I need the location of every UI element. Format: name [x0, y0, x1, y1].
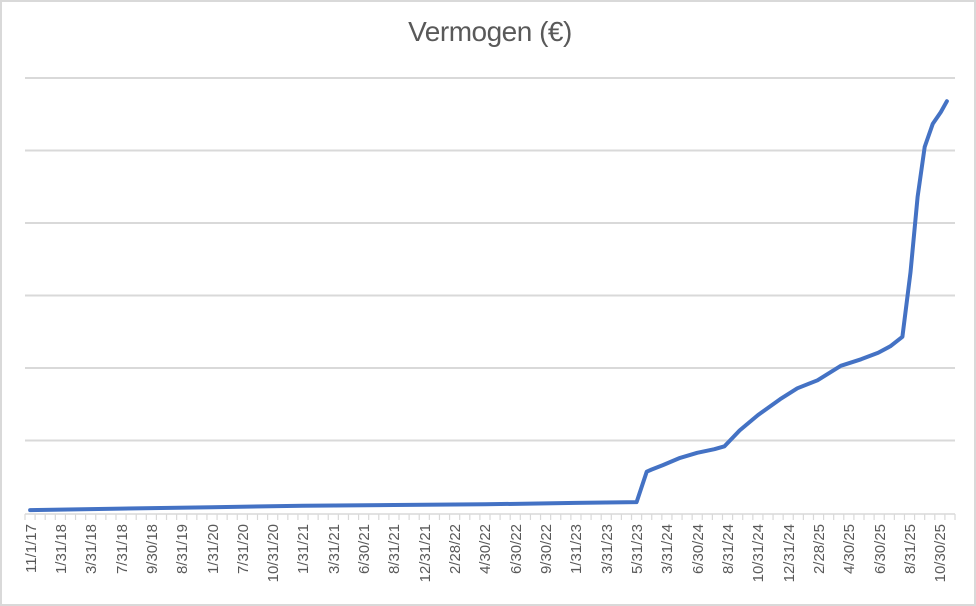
x-axis-label: 8/31/24: [720, 524, 738, 575]
x-axis-label: 8/31/19: [174, 524, 192, 575]
x-axis-label: 7/31/18: [113, 524, 131, 575]
x-axis-label: 7/31/20: [234, 524, 252, 575]
x-axis-label: 10/31/24: [750, 524, 768, 583]
x-axis-label: 5/31/23: [629, 524, 647, 575]
x-axis-label: 1/31/21: [295, 524, 313, 575]
x-axis-label: 1/31/23: [568, 524, 586, 575]
x-axis-label: 6/30/24: [689, 524, 707, 575]
x-axis-label: 3/31/18: [83, 524, 101, 575]
x-axis-label: 11/1/17: [22, 524, 40, 573]
x-axis-label: 3/31/23: [598, 524, 616, 575]
chart-title: Vermogen (€): [408, 16, 572, 47]
x-axis-label: 6/30/22: [507, 524, 525, 575]
x-axis-label: 12/31/24: [780, 524, 798, 583]
x-axis-label: 3/31/21: [325, 524, 343, 575]
x-axis-label: 6/30/21: [356, 524, 374, 575]
x-axis-label: 3/31/24: [659, 524, 677, 575]
x-axis-label: 10/31/20: [265, 524, 283, 583]
x-axis-label: 4/30/22: [477, 524, 495, 575]
x-axis-label: 10/30/25: [932, 524, 950, 583]
x-axis-label: 9/30/22: [538, 524, 556, 575]
x-axis-label: 2/28/22: [447, 524, 465, 575]
x-axis-label: 1/31/20: [204, 524, 222, 575]
data-series-line: [28, 99, 949, 513]
x-axis-label: 6/30/25: [871, 524, 889, 575]
x-axis-label: 8/31/25: [902, 524, 919, 575]
x-axis-label: 12/31/21: [416, 524, 434, 583]
x-axis-label: 4/30/25: [841, 524, 859, 575]
x-axis-label: 9/30/18: [143, 524, 161, 575]
x-axis-label: 2/28/25: [811, 524, 829, 575]
x-axis-label: 8/31/21: [386, 524, 404, 575]
x-axis-label: 1/31/18: [52, 524, 70, 575]
